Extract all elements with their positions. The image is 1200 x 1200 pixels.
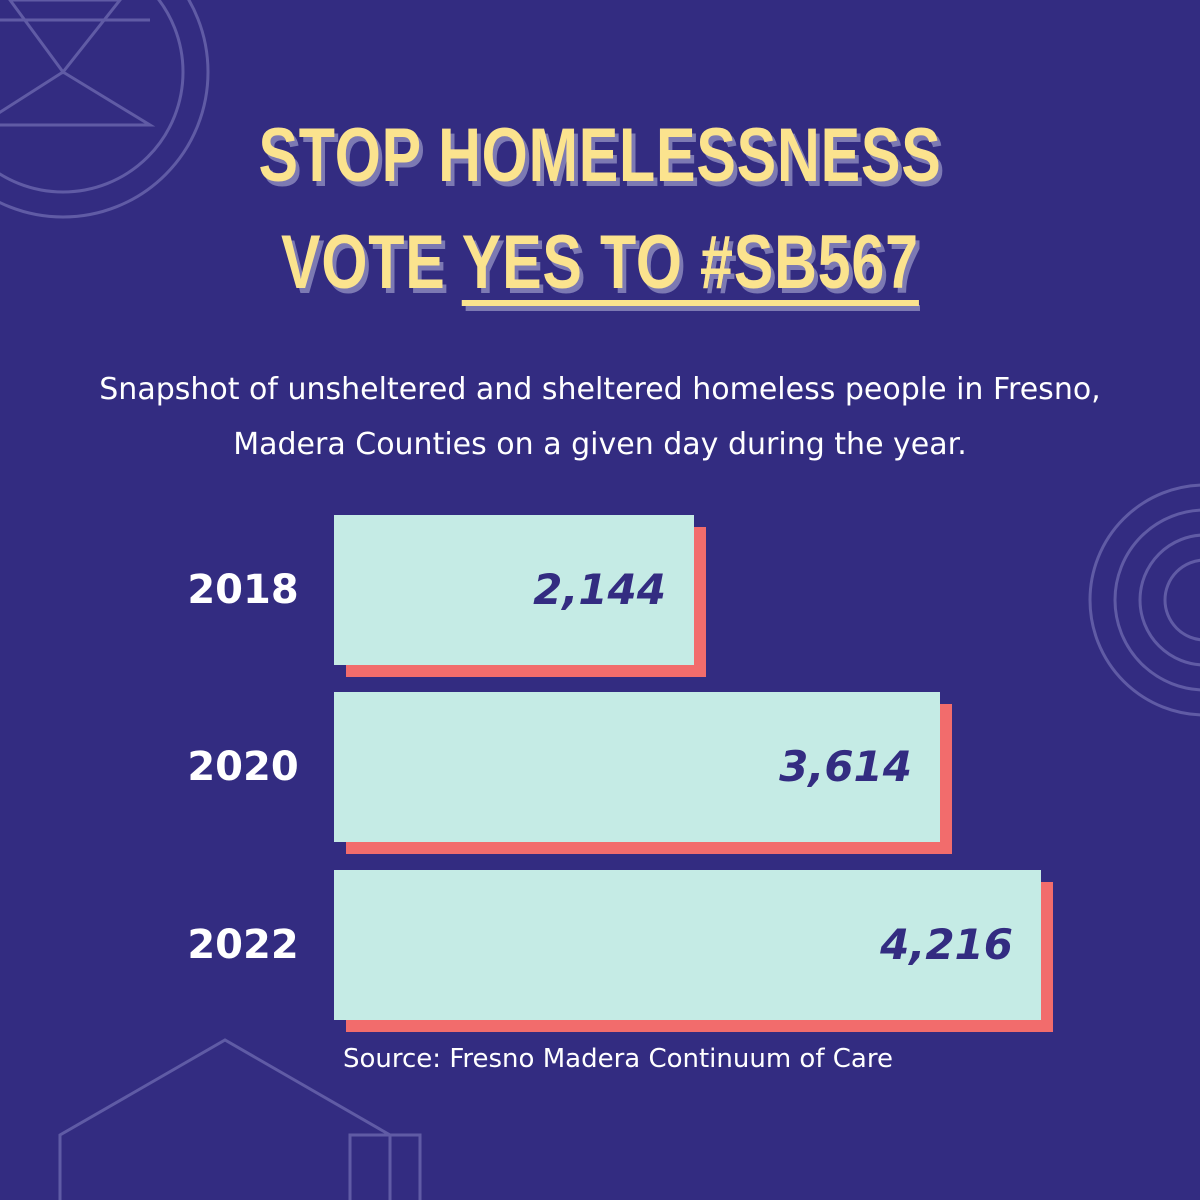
bar-2020 [334,692,940,842]
category-label-2018: 2018 [187,567,299,613]
bar-value-label-2022: 4,216 [880,920,1013,969]
source-note: Source: Fresno Madera Continuum of Care [343,1044,893,1074]
headline-line-1: STOP HOMELESSNESS [258,113,942,198]
bar-value-label-2020: 3,614 [779,742,912,791]
headline-bill-link[interactable]: YES TO #SB567 [461,220,919,305]
headline-line-2: VOTE YES TO #SB567 [132,225,1068,301]
category-label-2022: 2022 [187,922,299,968]
bar-value-label-2018: 2,144 [533,565,666,614]
concentric-circles-icon [1088,483,1200,717]
headline-vote-text: VOTE [281,220,462,305]
bar-2018 [334,515,694,665]
category-label-2020: 2020 [187,744,299,790]
chart-subtitle: Snapshot of unsheltered and sheltered ho… [99,372,1101,462]
bar-2022 [334,870,1041,1020]
